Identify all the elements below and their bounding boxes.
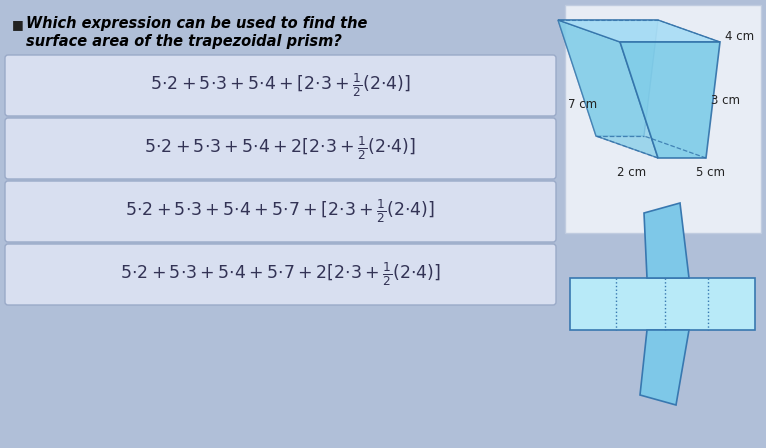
Polygon shape bbox=[570, 278, 755, 330]
FancyBboxPatch shape bbox=[565, 5, 761, 233]
FancyBboxPatch shape bbox=[5, 244, 556, 305]
Text: 4 cm: 4 cm bbox=[725, 30, 754, 43]
Text: Which expression can be used to find the: Which expression can be used to find the bbox=[26, 16, 368, 31]
Polygon shape bbox=[558, 20, 720, 42]
Text: $5{\cdot}2+5{\cdot}3+5{\cdot}4+5{\cdot}7+2[2{\cdot}3+\frac{1}{2}(2{\cdot}4)]$: $5{\cdot}2+5{\cdot}3+5{\cdot}4+5{\cdot}7… bbox=[120, 261, 441, 289]
FancyBboxPatch shape bbox=[5, 118, 556, 179]
Polygon shape bbox=[620, 42, 720, 158]
Text: surface area of the trapezoidal prism?: surface area of the trapezoidal prism? bbox=[26, 34, 342, 49]
Polygon shape bbox=[558, 20, 658, 136]
Text: 7 cm: 7 cm bbox=[568, 99, 597, 112]
Text: $5{\cdot}2+5{\cdot}3+5{\cdot}4+5{\cdot}7+[2{\cdot}3+\frac{1}{2}(2{\cdot}4)]$: $5{\cdot}2+5{\cdot}3+5{\cdot}4+5{\cdot}7… bbox=[126, 198, 436, 225]
Text: 3 cm: 3 cm bbox=[711, 94, 740, 107]
Text: $5{\cdot}2+5{\cdot}3+5{\cdot}4+2[2{\cdot}3+\frac{1}{2}(2{\cdot}4)]$: $5{\cdot}2+5{\cdot}3+5{\cdot}4+2[2{\cdot… bbox=[145, 135, 417, 162]
Text: 5 cm: 5 cm bbox=[696, 165, 725, 178]
Text: ■: ■ bbox=[12, 18, 24, 31]
Polygon shape bbox=[640, 330, 689, 405]
FancyBboxPatch shape bbox=[5, 181, 556, 242]
Polygon shape bbox=[644, 203, 689, 278]
Polygon shape bbox=[558, 20, 658, 158]
FancyBboxPatch shape bbox=[5, 55, 556, 116]
Text: $5{\cdot}2+5{\cdot}3+5{\cdot}4+[2{\cdot}3+\frac{1}{2}(2{\cdot}4)]$: $5{\cdot}2+5{\cdot}3+5{\cdot}4+[2{\cdot}… bbox=[150, 72, 411, 99]
Text: 2 cm: 2 cm bbox=[617, 165, 646, 178]
